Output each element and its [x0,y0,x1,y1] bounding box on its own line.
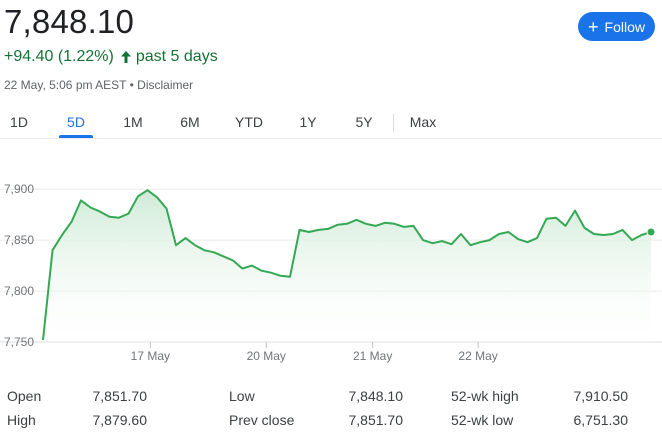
stat-52wk-low-value: 6,751.30 [573,412,629,428]
area-fill [43,190,651,342]
y-tick-label: 7,900 [4,182,34,196]
stat-low-label: Low [229,388,255,404]
tab-5y[interactable]: 5Y [355,114,373,130]
change-value: +94.40 (1.22%) [4,48,114,65]
stat-open-value: 7,851.70 [92,388,148,404]
price-chart[interactable]: 7,750 7,800 7,850 7,900 17 May 20 May 21 May 22… [0,150,662,372]
arrow-up-icon [119,49,133,65]
tab-6m[interactable]: 6M [180,114,200,130]
tab-1m[interactable]: 1M [123,114,143,130]
index-price: 7,848.10 [4,3,135,40]
y-tick-label: 7,850 [4,233,34,247]
timestamp-disclaimer[interactable]: 22 May, 5:06 pm AEST • Disclaimer [4,78,194,92]
follow-label: Follow [604,18,645,35]
tab-1y[interactable]: 1Y [299,114,317,130]
x-tick-label: 22 May [458,349,497,363]
stat-52wk-high-label: 52-wk high [451,388,519,404]
follow-button[interactable]: + Follow [578,12,655,41]
range-tabs: 1D 5D 1M 6M YTD 1Y 5Y Max [0,108,662,138]
tab-max[interactable]: Max [409,114,437,130]
stat-prev-close-label: Prev close [229,412,295,428]
stat-52wk-high-value: 7,910.50 [573,388,629,404]
x-tick-label: 17 May [131,349,170,363]
price-change: +94.40 (1.22%) past 5 days [4,47,218,67]
stat-high-value: 7,879.60 [92,412,148,428]
x-tick-label: 21 May [353,349,392,363]
tab-5d[interactable]: 5D [59,108,93,138]
y-tick-label: 7,800 [4,284,34,298]
plus-icon: + [588,16,599,37]
tab-divider [393,114,394,132]
stat-high-label: High [7,412,36,428]
change-period: past 5 days [135,48,218,65]
y-tick-label: 7,750 [4,335,34,349]
series-line [42,189,652,341]
x-tick-label: 20 May [247,349,286,363]
tab-ytd[interactable]: YTD [235,114,263,130]
stat-low-value: 7,848.10 [348,388,404,404]
last-point [646,227,656,237]
tab-1d[interactable]: 1D [10,114,28,130]
stat-52wk-low-label: 52-wk low [451,412,514,428]
stat-open-label: Open [7,388,42,404]
stat-prev-close-value: 7,851.70 [348,412,404,428]
tabs-divider [0,138,662,139]
